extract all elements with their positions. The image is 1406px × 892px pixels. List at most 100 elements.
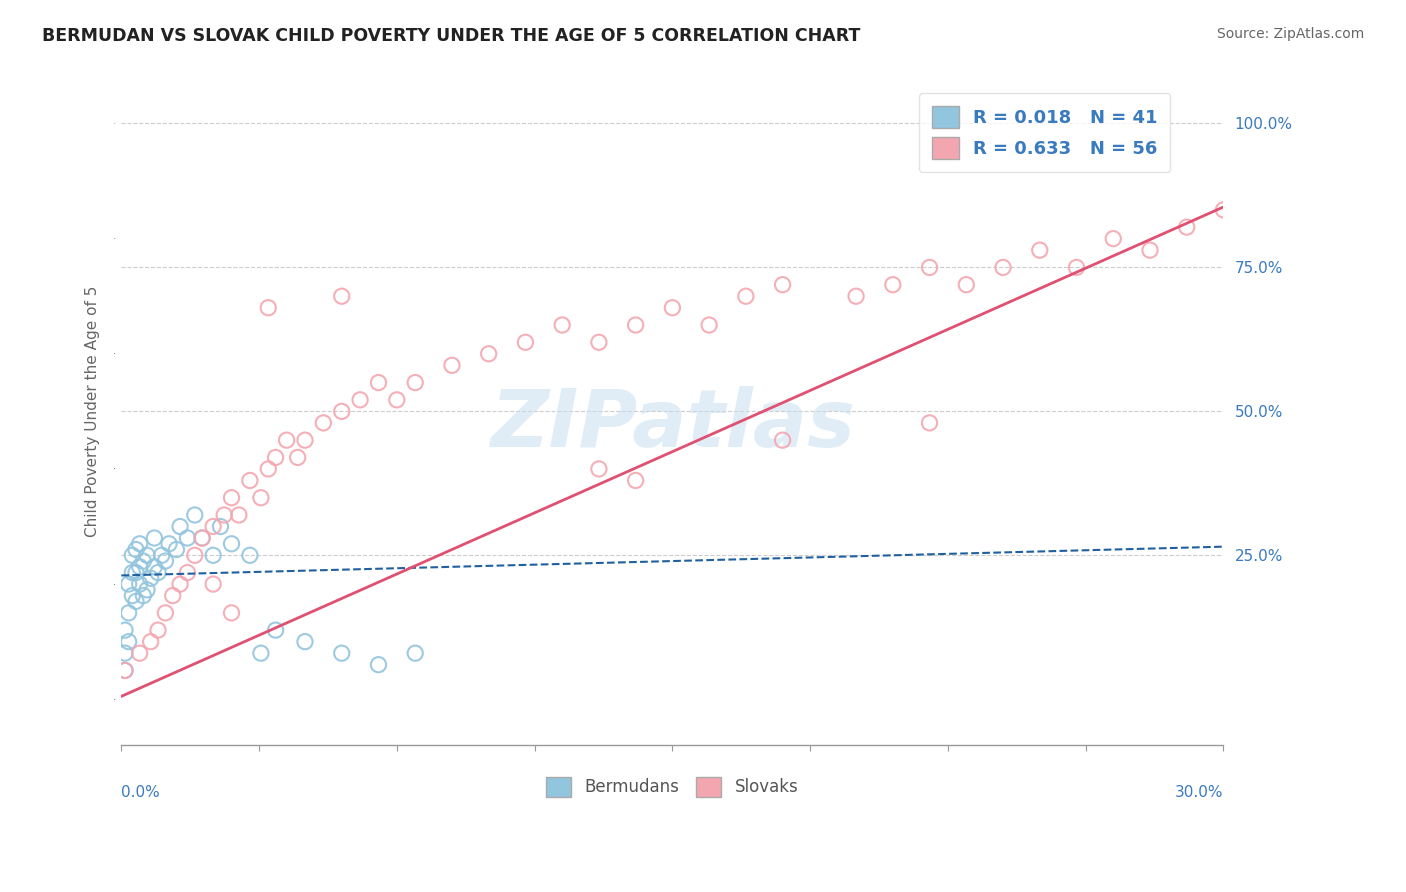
Point — [955, 277, 977, 292]
Point — [155, 554, 177, 568]
Point — [697, 318, 720, 332]
Point — [1066, 260, 1088, 275]
Point — [257, 462, 280, 476]
Point — [132, 554, 155, 568]
Point — [191, 531, 214, 545]
Point — [239, 474, 262, 488]
Point — [367, 657, 389, 672]
Point — [250, 646, 273, 660]
Point — [155, 606, 177, 620]
Point — [139, 571, 162, 585]
Point — [264, 450, 287, 465]
Point — [125, 594, 148, 608]
Point — [150, 549, 173, 563]
Point — [146, 623, 169, 637]
Point — [330, 646, 353, 660]
Point — [136, 549, 159, 563]
Point — [157, 537, 180, 551]
Point — [128, 646, 150, 660]
Text: 30.0%: 30.0% — [1175, 785, 1223, 800]
Point — [117, 577, 139, 591]
Point — [991, 260, 1014, 275]
Point — [162, 589, 184, 603]
Point — [661, 301, 683, 315]
Point — [1175, 220, 1198, 235]
Point — [624, 318, 647, 332]
Point — [264, 623, 287, 637]
Text: 0.0%: 0.0% — [121, 785, 160, 800]
Point — [128, 559, 150, 574]
Point — [239, 549, 262, 563]
Point — [114, 664, 136, 678]
Point — [385, 392, 408, 407]
Point — [221, 491, 243, 505]
Point — [209, 519, 232, 533]
Point — [176, 531, 198, 545]
Point — [121, 566, 143, 580]
Point — [184, 508, 207, 522]
Y-axis label: Child Poverty Under the Age of 5: Child Poverty Under the Age of 5 — [86, 285, 100, 537]
Point — [734, 289, 756, 303]
Point — [250, 491, 273, 505]
Point — [114, 664, 136, 678]
Point — [1139, 243, 1161, 257]
Point — [294, 433, 316, 447]
Point — [202, 519, 225, 533]
Point — [588, 462, 610, 476]
Point — [478, 347, 501, 361]
Point — [257, 301, 280, 315]
Point — [772, 277, 794, 292]
Point — [221, 606, 243, 620]
Point — [143, 559, 166, 574]
Point — [228, 508, 250, 522]
Point — [918, 416, 941, 430]
Point — [128, 537, 150, 551]
Point — [312, 416, 335, 430]
Point — [165, 542, 187, 557]
Point — [330, 404, 353, 418]
Point — [551, 318, 574, 332]
Point — [330, 289, 353, 303]
Text: ZIPatlas: ZIPatlas — [489, 385, 855, 464]
Point — [114, 646, 136, 660]
Point — [184, 549, 207, 563]
Legend: Bermudans, Slovaks: Bermudans, Slovaks — [540, 770, 806, 804]
Point — [146, 566, 169, 580]
Point — [128, 577, 150, 591]
Point — [132, 589, 155, 603]
Point — [202, 577, 225, 591]
Point — [212, 508, 235, 522]
Point — [139, 634, 162, 648]
Point — [588, 335, 610, 350]
Point — [202, 549, 225, 563]
Text: BERMUDAN VS SLOVAK CHILD POVERTY UNDER THE AGE OF 5 CORRELATION CHART: BERMUDAN VS SLOVAK CHILD POVERTY UNDER T… — [42, 27, 860, 45]
Point — [136, 582, 159, 597]
Point — [117, 606, 139, 620]
Point — [349, 392, 371, 407]
Text: Source: ZipAtlas.com: Source: ZipAtlas.com — [1216, 27, 1364, 41]
Point — [404, 646, 426, 660]
Point — [1212, 202, 1234, 217]
Point — [882, 277, 904, 292]
Point — [294, 634, 316, 648]
Point — [169, 577, 191, 591]
Point — [404, 376, 426, 390]
Point — [287, 450, 309, 465]
Point — [114, 623, 136, 637]
Point — [1029, 243, 1052, 257]
Point — [125, 566, 148, 580]
Point — [276, 433, 298, 447]
Point — [515, 335, 537, 350]
Point — [367, 376, 389, 390]
Point — [440, 359, 463, 373]
Point — [117, 634, 139, 648]
Point — [121, 589, 143, 603]
Point — [772, 433, 794, 447]
Point — [221, 537, 243, 551]
Point — [143, 531, 166, 545]
Point — [1102, 232, 1125, 246]
Point — [121, 549, 143, 563]
Point — [125, 542, 148, 557]
Point — [176, 566, 198, 580]
Point — [624, 474, 647, 488]
